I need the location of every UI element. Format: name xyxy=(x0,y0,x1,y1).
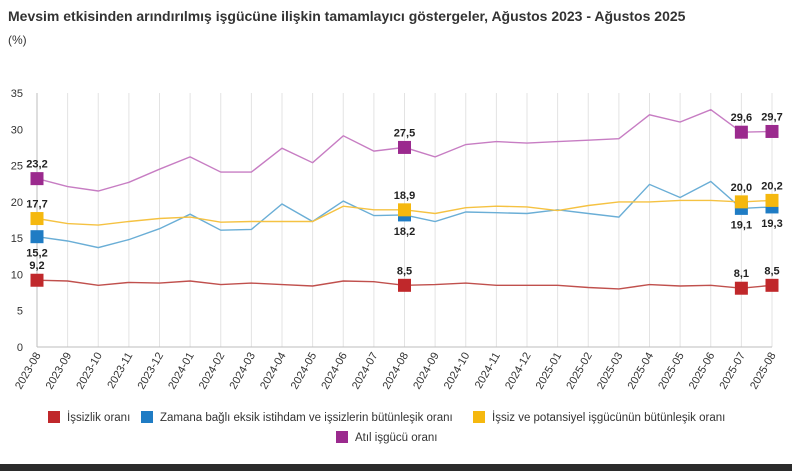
data-label: 19,1 xyxy=(731,219,752,231)
data-label: 27,5 xyxy=(394,127,415,139)
y-tick-label: 35 xyxy=(11,88,23,100)
data-marker xyxy=(398,140,411,154)
data-label: 18,2 xyxy=(394,226,415,238)
x-tick-label: 2023-08 xyxy=(13,351,44,392)
data-label: 23,2 xyxy=(26,159,47,171)
x-tick-label: 2024-10 xyxy=(442,351,473,392)
legend-label: İşsiz ve potansiyel işgücünün bütünleşik… xyxy=(492,411,725,424)
data-marker xyxy=(30,172,44,186)
data-marker xyxy=(734,281,748,295)
y-tick-label: 20 xyxy=(11,197,23,209)
y-tick-label: 25 xyxy=(11,161,23,173)
y-tick-label: 15 xyxy=(11,233,23,245)
x-tick-label: 2025-08 xyxy=(748,351,779,392)
chart-title: Mevsim etkisinden arındırılmış işgücüne … xyxy=(8,8,686,24)
x-tick-label: 2024-08 xyxy=(381,351,412,392)
data-marker xyxy=(30,212,44,226)
data-marker xyxy=(734,195,748,209)
data-label: 20,2 xyxy=(761,180,782,192)
x-tick-label: 2025-01 xyxy=(534,351,565,392)
x-tick-label: 2023-09 xyxy=(44,351,75,392)
x-tick-label: 2025-07 xyxy=(717,351,748,392)
data-marker xyxy=(765,278,779,292)
x-tick-label: 2024-01 xyxy=(166,351,197,392)
data-marker xyxy=(765,124,779,138)
x-tick-label: 2024-09 xyxy=(411,351,442,392)
data-marker xyxy=(30,273,44,287)
data-label: 9,2 xyxy=(29,260,44,272)
data-label: 18,9 xyxy=(394,190,415,202)
data-marker xyxy=(30,230,44,244)
data-label: 15,2 xyxy=(26,248,47,260)
data-label: 17,7 xyxy=(26,199,47,211)
data-label: 29,7 xyxy=(761,111,782,123)
x-tick-label: 2025-06 xyxy=(687,351,718,392)
bottom-divider xyxy=(0,464,792,471)
legend-swatch xyxy=(336,431,348,443)
data-label: 19,3 xyxy=(761,218,782,230)
x-tick-label: 2024-12 xyxy=(503,351,534,392)
x-tick-label: 2023-12 xyxy=(136,351,167,392)
x-tick-label: 2025-04 xyxy=(626,351,657,392)
data-marker xyxy=(398,203,411,217)
data-marker xyxy=(765,193,779,207)
x-tick-label: 2025-02 xyxy=(564,351,595,392)
x-tick-label: 2024-11 xyxy=(473,351,503,391)
data-label: 8,5 xyxy=(764,265,779,277)
x-tick-label: 2024-05 xyxy=(289,351,320,392)
x-tick-label: 2024-06 xyxy=(319,351,350,392)
legend-swatch xyxy=(48,411,60,423)
y-tick-label: 30 xyxy=(11,124,23,136)
data-label: 20,0 xyxy=(731,182,752,194)
data-marker xyxy=(734,125,748,139)
legend-label: Atıl işgücü oranı xyxy=(355,432,437,444)
y-tick-label: 0 xyxy=(17,342,23,354)
data-marker xyxy=(398,278,411,292)
data-label: 8,5 xyxy=(397,265,412,277)
x-tick-label: 2024-03 xyxy=(227,351,258,392)
x-tick-label: 2025-03 xyxy=(595,351,626,392)
x-tick-label: 2023-11 xyxy=(105,351,135,391)
x-tick-label: 2024-04 xyxy=(258,351,289,392)
x-tick-label: 2023-10 xyxy=(74,351,105,392)
legend-swatch xyxy=(141,411,153,423)
data-label: 29,6 xyxy=(731,112,752,124)
x-tick-label: 2024-02 xyxy=(197,351,228,392)
data-label: 8,1 xyxy=(734,268,749,280)
x-tick-label: 2025-05 xyxy=(656,351,687,392)
legend-label: Zamana bağlı eksik istihdam ve işsizleri… xyxy=(160,412,453,424)
y-tick-label: 5 xyxy=(17,306,23,318)
y-axis-unit-label: (%) xyxy=(8,33,27,47)
legend-swatch xyxy=(473,411,485,423)
legend-label: İşsizlik oranı xyxy=(67,411,130,424)
x-tick-label: 2024-07 xyxy=(350,351,381,392)
y-tick-label: 10 xyxy=(11,269,23,281)
